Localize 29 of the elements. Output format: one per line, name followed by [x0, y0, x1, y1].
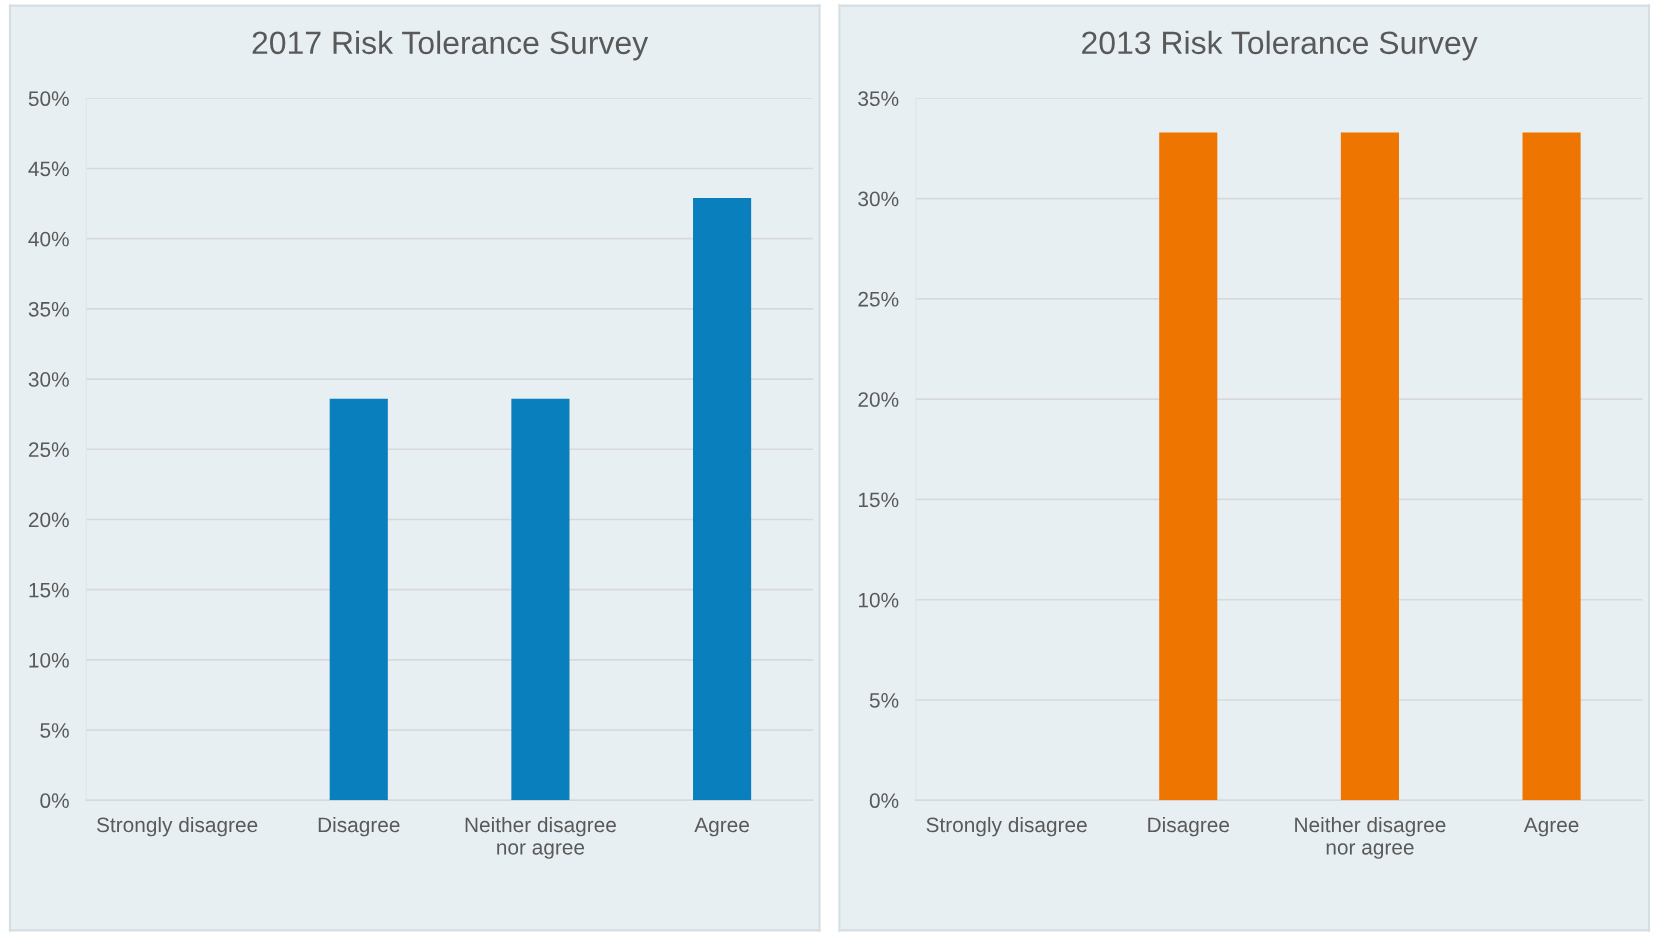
x-tick-label: Agree	[694, 817, 749, 837]
y-tick-label: 25%	[28, 442, 69, 458]
x-tick-label: Strongly disagree	[926, 816, 1087, 837]
y-tick-label: 10%	[29, 652, 69, 668]
y-tick-label: 25%	[858, 291, 899, 307]
y-tick-label: 5%	[869, 693, 899, 708]
y-tick-label: 0%	[869, 793, 899, 809]
x-tick-label: Neither disagree nor agree	[465, 816, 616, 859]
x-tick-label: Strongly disagree	[96, 816, 258, 837]
y-tick-label: 20%	[28, 512, 69, 528]
y-tick-label: 40%	[28, 231, 69, 247]
y-tick-label: 30%	[858, 191, 899, 207]
y-tick-label: 15%	[858, 492, 899, 508]
y-tick-label: 10%	[858, 592, 899, 608]
y-tick-label: 45%	[28, 161, 69, 177]
x-tick-label: Disagree	[1148, 816, 1230, 837]
y-tick-label: 15%	[29, 582, 69, 598]
y-tick-label: 0%	[40, 793, 69, 809]
y-tick-label: 5%	[40, 723, 69, 738]
chart-title: 2013 Risk Tolerance Survey	[1082, 30, 1478, 61]
y-tick-label: 35%	[28, 301, 69, 317]
y-tick-label: 50%	[28, 91, 69, 107]
y-tick-label: 30%	[28, 372, 69, 387]
x-tick-label: Disagree	[318, 816, 400, 837]
x-tick-label: Neither disagree nor agree	[1295, 816, 1446, 859]
x-tick-label: Agree	[1523, 817, 1579, 837]
chart-title: 2017 Risk Tolerance Survey	[252, 30, 649, 61]
y-tick-label: 20%	[858, 392, 899, 407]
y-tick-label: 35%	[858, 91, 899, 107]
